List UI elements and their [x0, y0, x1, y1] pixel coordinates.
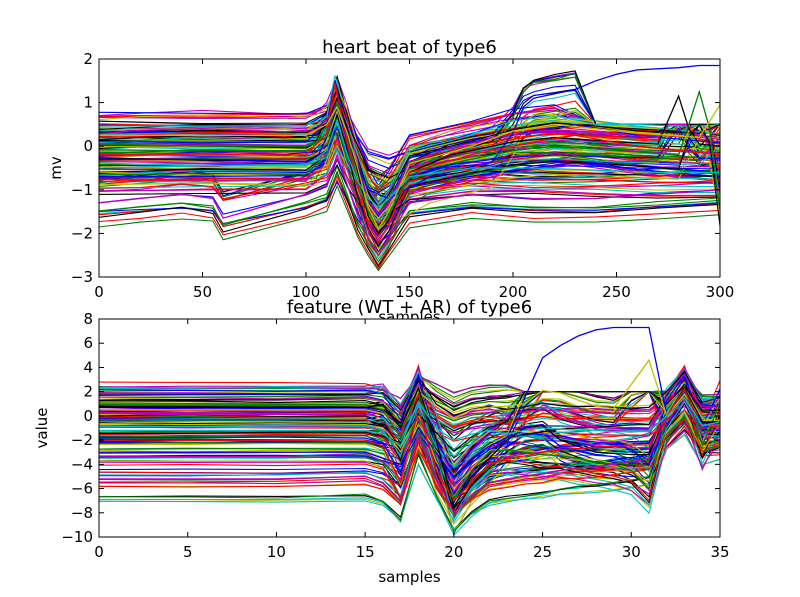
y-tick-label: −1 — [71, 181, 93, 199]
series-line-5 — [99, 387, 720, 502]
x-tick-label: 10 — [267, 543, 286, 561]
background-trace — [99, 157, 720, 247]
background-trace — [99, 171, 720, 254]
series-line-3 — [99, 89, 720, 231]
x-tick-label: 20 — [444, 543, 463, 561]
y-tick-label: 6 — [83, 334, 93, 352]
background-trace — [99, 184, 720, 272]
bottom-plot-frame — [98, 318, 721, 538]
bottom-plot-ticks: 0 5 10 15 20 25 30 35 −10 −8 −6 −4 −2 0 2 4 6 8 — [61, 310, 729, 561]
top-plot-ylabel: mv — [47, 156, 65, 180]
background-trace — [99, 107, 720, 209]
x-tick-label: 50 — [193, 283, 212, 301]
y-tick-label: 2 — [83, 50, 93, 68]
y-tick-label: 1 — [83, 94, 93, 112]
series-line-3 — [99, 385, 720, 500]
background-trace — [99, 375, 720, 495]
series-line-6 — [99, 152, 720, 257]
background-trace — [99, 121, 720, 191]
background-trace — [99, 97, 720, 216]
bottom-plot: 0 5 10 15 20 25 30 35 −10 −8 −6 −4 −2 0 2 4 6 8 feature (… — [33, 297, 730, 586]
top-plot-series — [99, 64, 720, 257]
background-trace — [99, 389, 720, 434]
x-tick-label: 5 — [183, 543, 193, 561]
background-trace — [99, 388, 720, 469]
background-trace — [99, 418, 720, 516]
y-tick-label: −8 — [71, 504, 93, 522]
background-trace — [99, 390, 720, 493]
bottom-plot-ylabel: value — [33, 408, 51, 449]
bottom-plot-xlabel: samples — [378, 568, 441, 586]
background-trace — [99, 401, 720, 515]
background-trace — [99, 75, 720, 205]
background-trace — [99, 408, 720, 515]
top-plot-ticks: 0 50 100 150 200 250 300 −3 −2 −1 0 1 2 — [71, 50, 734, 301]
background-trace — [99, 178, 720, 270]
x-tick-label: 250 — [602, 283, 631, 301]
background-trace — [99, 157, 720, 225]
series-line-7 — [99, 396, 720, 448]
x-tick-label: 0 — [94, 543, 104, 561]
y-tick-label: −3 — [71, 268, 93, 286]
background-trace — [99, 164, 720, 263]
background-trace — [99, 181, 720, 245]
background-trace — [99, 385, 720, 452]
series-line-5 — [99, 117, 720, 209]
series-line-4 — [99, 82, 720, 244]
background-trace — [99, 392, 720, 514]
series-line-7 — [99, 104, 720, 231]
y-tick-label: −2 — [71, 431, 93, 449]
background-trace — [99, 170, 720, 268]
y-tick-label: 4 — [83, 358, 93, 376]
background-trace — [99, 128, 720, 194]
x-tick-label: 30 — [622, 543, 641, 561]
background-trace — [99, 366, 720, 482]
bottom-plot-title: feature (WT + AR) of type6 — [287, 297, 532, 318]
top-plot-title: heart beat of type6 — [322, 37, 497, 58]
series-line-2 — [99, 94, 720, 235]
series-line-6 — [99, 396, 720, 514]
x-tick-label: 200 — [499, 283, 528, 301]
top-plot: 0 50 100 150 200 250 300 −3 −2 −1 0 1 2 heart beat o… — [47, 37, 734, 326]
x-tick-label: 150 — [395, 283, 424, 301]
background-trace — [99, 124, 720, 235]
x-tick-label: 300 — [706, 283, 735, 301]
y-tick-label: 2 — [83, 383, 93, 401]
series-line-1 — [99, 326, 720, 478]
x-tick-label: 35 — [710, 543, 729, 561]
y-tick-label: 0 — [83, 137, 93, 155]
background-trace — [99, 400, 720, 472]
series-line-4 — [99, 386, 720, 509]
background-trace — [99, 144, 720, 222]
background-trace — [99, 385, 720, 477]
x-tick-label: 100 — [292, 283, 321, 301]
x-tick-label: 15 — [356, 543, 375, 561]
bottom-plot-series — [99, 326, 720, 514]
y-tick-label: 8 — [83, 310, 93, 328]
series-line-1 — [99, 64, 720, 200]
y-tick-label: 0 — [83, 407, 93, 425]
x-tick-label: 25 — [533, 543, 552, 561]
y-tick-label: −4 — [71, 455, 93, 473]
background-trace — [99, 369, 720, 479]
y-tick-label: −6 — [71, 480, 93, 498]
series-line-2 — [99, 358, 720, 430]
y-tick-label: −10 — [61, 528, 93, 546]
y-tick-label: −2 — [71, 224, 93, 242]
background-trace — [99, 400, 720, 521]
x-tick-label: 0 — [94, 283, 104, 301]
background-trace — [99, 148, 720, 227]
